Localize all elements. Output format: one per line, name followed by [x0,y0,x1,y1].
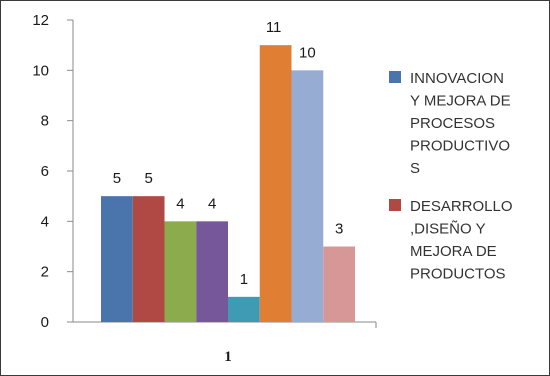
data-label: 10 [299,44,316,61]
legend-label: INNOVACION [410,70,504,87]
y-tick-label: 6 [41,163,49,180]
data-label: 3 [335,221,343,238]
legend-label: DESARROLLO [410,198,513,215]
legend-label: ,DISEÑO Y [410,221,486,238]
legend-label: PRODUCTIVO [410,138,510,155]
y-tick-label: 2 [41,264,49,281]
data-label: 5 [113,170,121,187]
x-category-label: 1 [224,349,232,365]
data-label: 1 [240,271,248,288]
legend-label: MEJORA DE [410,243,497,260]
y-tick-label: 4 [41,213,49,230]
bars [101,45,355,323]
y-tick-label: 10 [32,62,49,79]
legend-label: Y MEJORA DE [410,93,511,110]
bar [291,70,324,322]
bar [228,296,260,322]
data-label: 11 [266,19,282,36]
legend-label: PRODUCTOS [410,266,506,283]
legend-swatch [389,199,401,211]
bar [101,196,133,322]
data-label: 4 [176,195,184,212]
legend-swatch [389,71,401,83]
data-label: 5 [144,170,152,187]
bar [196,221,228,322]
bar [164,221,197,322]
bar [259,45,292,323]
legend-label: S [410,160,420,177]
y-tick-label: 12 [32,12,49,29]
y-tick-label: 8 [41,113,49,130]
bar [323,246,355,322]
legend-label: PROCESOS [410,115,495,132]
legend: INNOVACION Y MEJORA DE PROCESOS PRODUCTIVO S… [389,70,513,283]
axes: 0 2 4 6 8 10 12 1 [32,12,377,365]
y-tick-label: 0 [41,314,49,331]
bar [132,196,165,322]
data-label: 4 [208,195,216,212]
